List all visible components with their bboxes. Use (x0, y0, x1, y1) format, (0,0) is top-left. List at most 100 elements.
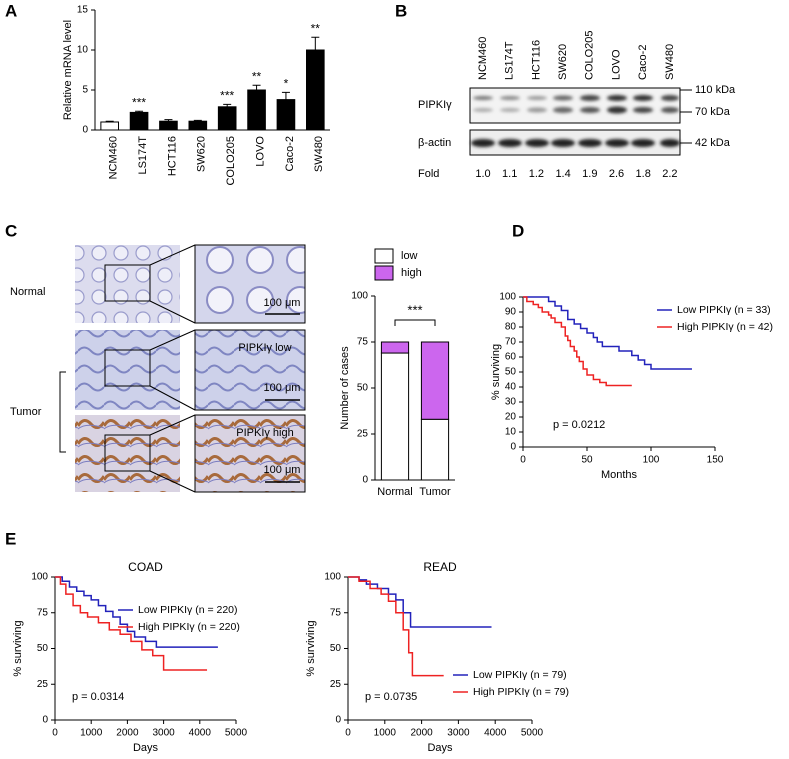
y-tick-label: 100 (499, 292, 516, 303)
lane-label: SW480 (664, 44, 676, 80)
row-label: β-actin (418, 137, 451, 149)
y-tick-label: 100 (351, 291, 368, 302)
bracket (394, 319, 436, 326)
bar (129, 111, 149, 131)
blot-box (469, 87, 681, 124)
panel-letter: B (395, 1, 407, 20)
panel-letter: A (5, 1, 17, 20)
fold-value: 1.1 (502, 168, 517, 180)
error-bar (164, 119, 173, 122)
legend-swatch (374, 265, 394, 281)
p-value: p = 0.0212 (553, 419, 605, 431)
survival-curve (55, 576, 208, 671)
bands (471, 95, 680, 147)
x-tick-label: 0 (52, 728, 58, 739)
bar-segment (380, 352, 410, 481)
y-axis-label: % surviving (305, 620, 317, 676)
y-tick-label: 90 (505, 307, 517, 318)
bar-segment (380, 341, 410, 354)
fold-value: 2.2 (662, 168, 677, 180)
scale-label: 100 μm (264, 382, 301, 394)
y-tick-label: 0 (335, 715, 341, 726)
p-value: p = 0.0314 (72, 691, 124, 703)
marker-label: 70 kDa (695, 106, 731, 118)
x-tick-label: 5000 (521, 728, 544, 739)
x-tick-label: COLO205 (225, 136, 237, 186)
bar-segment (420, 341, 450, 420)
x-tick-label: 1000 (374, 728, 397, 739)
x-tick-label: 4000 (484, 728, 507, 739)
panel-letter: E (5, 529, 16, 548)
y-tick-label: 60 (505, 352, 517, 363)
blot-panel: B 110 kDa 70 kDa 42 kDa PIPKIγ β-actin F… (395, 1, 736, 179)
row-label: Tumor (10, 406, 42, 418)
y-tick-label: 25 (37, 679, 49, 690)
marker-label: 110 kDa (695, 84, 736, 96)
y-tick-label: 15 (77, 5, 89, 16)
fold-label: Fold (418, 168, 439, 180)
scale-bars (265, 313, 300, 483)
x-tick-label: 2000 (116, 728, 139, 739)
row-label: Normal (10, 286, 45, 298)
legend-label: Low PIPKIγ (n = 33) (677, 304, 771, 316)
inset-label: PIPKIγ low (238, 342, 291, 354)
bar (276, 99, 296, 131)
fold-value: 1.4 (555, 168, 570, 180)
y-axis-label: Number of cases (339, 346, 351, 430)
fold-value: 2.6 (609, 168, 624, 180)
bar-segment (420, 418, 450, 481)
x-axis-label: Months (601, 469, 638, 481)
row-label: PIPKIγ (418, 99, 452, 111)
y-tick-label: 100 (324, 572, 341, 583)
x-tick-label: 100 (643, 455, 660, 466)
legend-label: High PIPKIγ (n = 79) (473, 686, 569, 698)
legend-label: high (401, 267, 422, 279)
y-tick-label: 50 (37, 643, 49, 654)
panel-letter: D (512, 221, 524, 240)
error-bar (135, 110, 144, 113)
image (194, 244, 306, 324)
y-tick-label: 50 (505, 367, 517, 378)
y-axis-label: % surviving (490, 344, 502, 400)
bar (188, 120, 208, 131)
significance: *** (220, 89, 234, 103)
image (75, 330, 180, 410)
error-bar (252, 84, 261, 90)
significance: * (284, 77, 289, 91)
lane-label: NCM460 (477, 37, 489, 80)
survival-curve (523, 296, 692, 370)
x-tick-label: Caco-2 (284, 136, 296, 171)
marker-label: 42 kDa (695, 137, 731, 149)
survival-curve (523, 296, 632, 387)
error-bar (105, 120, 114, 122)
x-tick-label: 0 (345, 728, 351, 739)
x-tick-label: SW620 (196, 136, 208, 172)
x-tick-label: 1000 (80, 728, 103, 739)
x-tick-label: Tumor (419, 486, 451, 498)
bar (100, 121, 119, 131)
x-tick-label: 50 (581, 455, 593, 466)
y-tick-label: 50 (357, 383, 369, 394)
x-tick-label: LOVO (254, 136, 266, 167)
y-tick-label: 75 (330, 607, 342, 618)
lane-label: SW620 (557, 44, 569, 80)
error-bar (281, 91, 290, 100)
fold-value: 1.8 (636, 168, 651, 180)
inset-label: PIPKIγ high (236, 427, 293, 439)
scale-label: 100 μm (264, 297, 301, 309)
x-tick-label: HCT116 (166, 136, 178, 176)
x-tick-label: 4000 (189, 728, 212, 739)
chart-title: READ (423, 560, 457, 574)
lane-label: COLO205 (584, 30, 596, 80)
x-tick-label: SW480 (313, 136, 325, 172)
x-tick-label: 0 (520, 455, 526, 466)
y-axis-label: % surviving (12, 620, 24, 676)
y-tick-label: 100 (31, 572, 48, 583)
y-tick-label: 30 (505, 397, 517, 408)
x-tick-label: NCM460 (108, 136, 120, 179)
y-tick-label: 10 (77, 45, 89, 56)
y-tick-label: 25 (330, 679, 342, 690)
bracket (59, 371, 66, 453)
error-bar (223, 103, 232, 107)
y-tick-label: 50 (330, 643, 342, 654)
